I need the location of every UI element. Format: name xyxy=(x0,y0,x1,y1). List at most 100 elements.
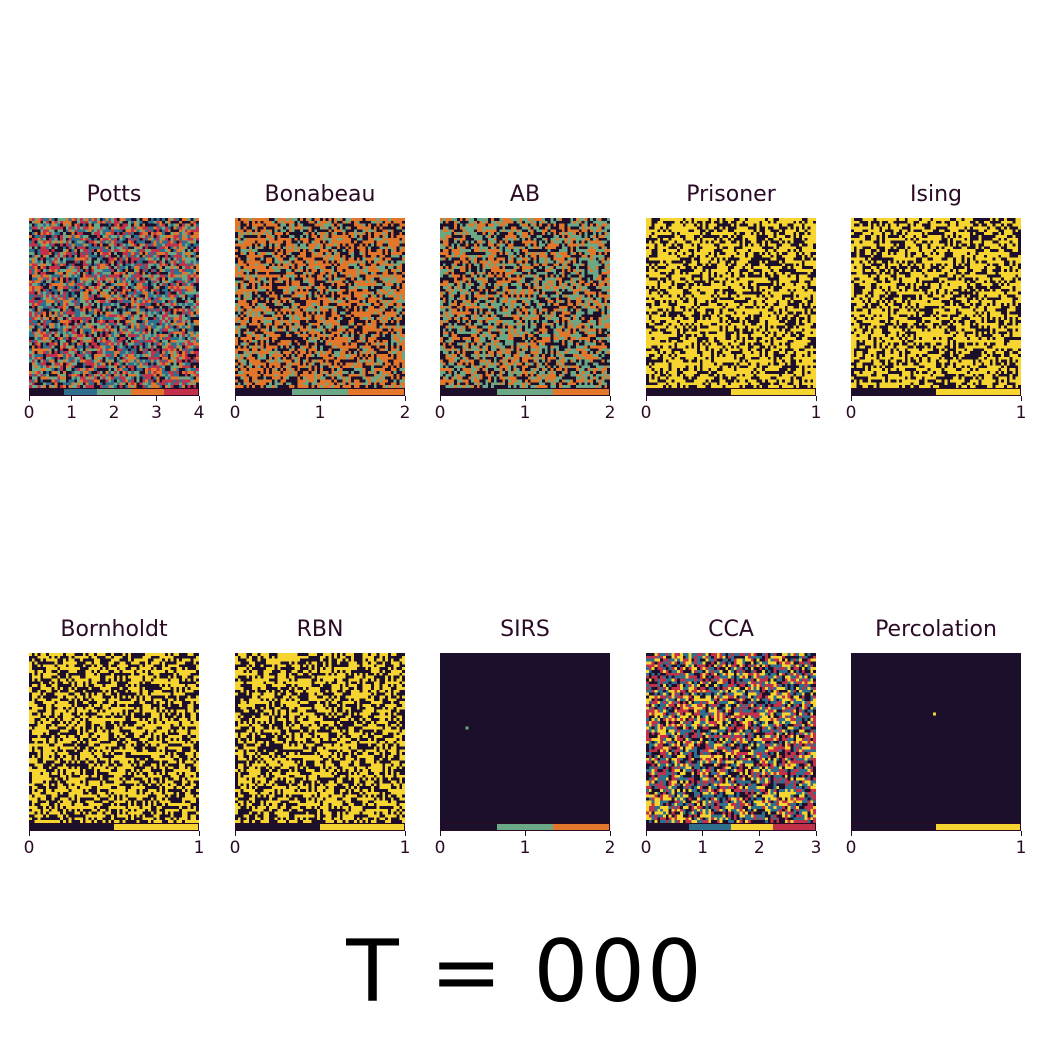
heatmap-cell xyxy=(388,240,391,244)
heatmap-cell xyxy=(337,266,340,270)
heatmap-cell xyxy=(371,297,374,301)
heatmap-cell xyxy=(373,294,377,298)
heatmap-cell xyxy=(74,240,78,244)
heatmap-cell xyxy=(277,257,281,261)
heatmap-cell xyxy=(63,322,66,326)
heatmap-cell xyxy=(325,356,329,360)
heatmap-cell xyxy=(131,322,134,326)
heatmap-cell xyxy=(37,368,41,372)
heatmap-cell xyxy=(193,351,197,355)
heatmap-cell xyxy=(176,376,180,380)
heatmap-cell xyxy=(43,235,47,238)
heatmap-cell xyxy=(57,218,61,221)
heatmap-cell xyxy=(359,311,363,315)
heatmap-cell xyxy=(399,308,403,312)
heatmap-cell xyxy=(136,294,140,298)
heatmap-cell xyxy=(376,243,380,247)
heatmap-cell xyxy=(235,328,238,332)
heatmap-cell xyxy=(65,359,69,363)
heatmap-cell xyxy=(77,317,81,321)
heatmap-cell xyxy=(71,300,75,304)
heatmap-cell xyxy=(71,257,75,261)
heatmap-cell xyxy=(263,252,267,255)
heatmap-cell xyxy=(77,271,81,275)
heatmap-cell xyxy=(337,300,340,304)
heatmap-cell xyxy=(190,342,194,346)
heatmap-cell xyxy=(182,348,185,352)
heatmap-cell xyxy=(368,266,372,270)
heatmap-cell xyxy=(263,351,267,355)
heatmap-cell xyxy=(260,232,264,236)
heatmap-cell xyxy=(48,334,52,338)
heatmap-cell xyxy=(249,260,253,264)
heatmap-cell xyxy=(382,317,386,321)
heatmap-cell xyxy=(150,371,154,374)
heatmap-cell xyxy=(354,291,357,295)
heatmap-cell xyxy=(320,237,323,241)
heatmap-cell xyxy=(314,303,318,306)
heatmap-cell xyxy=(99,311,103,315)
heatmap-cell xyxy=(334,229,338,233)
heatmap-cell xyxy=(136,300,140,304)
heatmap-cell xyxy=(240,320,244,323)
heatmap-cell xyxy=(368,322,372,326)
heatmap-cell xyxy=(252,311,255,315)
heatmap-cell xyxy=(266,232,270,236)
heatmap-cell xyxy=(320,288,323,292)
heatmap-cell xyxy=(173,218,177,221)
heatmap-cell xyxy=(40,229,44,233)
heatmap-cell xyxy=(74,331,78,335)
heatmap-cell xyxy=(243,263,247,267)
heatmap-cell xyxy=(82,320,86,323)
heatmap-cell xyxy=(317,266,321,270)
heatmap-cell xyxy=(249,308,253,312)
heatmap-cell xyxy=(322,303,326,306)
heatmap-cell xyxy=(57,294,61,298)
heatmap-cell xyxy=(388,280,391,284)
heatmap-cell xyxy=(257,305,261,309)
heatmap-cell xyxy=(145,320,149,323)
heatmap-cell xyxy=(246,257,250,261)
heatmap-cell xyxy=(257,356,261,360)
heatmap-cell xyxy=(102,354,106,357)
heatmap-cell xyxy=(280,223,284,227)
heatmap-cell xyxy=(82,376,86,380)
heatmap-cell xyxy=(393,297,397,301)
heatmap-cell xyxy=(179,382,183,386)
heatmap-cell xyxy=(237,320,241,323)
heatmap-cell xyxy=(170,351,174,355)
heatmap-cell xyxy=(108,311,112,315)
heatmap-cell xyxy=(128,271,132,275)
heatmap-cell xyxy=(108,325,112,329)
heatmap-cell xyxy=(105,385,109,388)
heatmap-cell xyxy=(260,339,264,343)
heatmap-cell xyxy=(351,260,355,264)
heatmap-cell xyxy=(328,269,332,272)
heatmap-cell xyxy=(246,305,250,309)
heatmap-cell xyxy=(365,288,369,292)
heatmap-cell xyxy=(111,303,115,306)
heatmap-cell xyxy=(57,288,61,292)
heatmap-cell xyxy=(111,294,115,298)
heatmap-cell xyxy=(305,240,309,244)
heatmap-cell xyxy=(51,371,55,374)
heatmap-cell xyxy=(162,365,166,369)
heatmap-cell xyxy=(390,356,394,360)
heatmap-cell xyxy=(184,325,188,329)
heatmap-cell xyxy=(396,308,400,312)
heatmap-cell xyxy=(182,232,185,236)
heatmap-cell xyxy=(348,294,352,298)
heatmap-cell xyxy=(150,337,154,340)
heatmap-cell xyxy=(136,325,140,329)
heatmap-cell xyxy=(382,305,386,309)
heatmap-cell xyxy=(371,271,374,275)
heatmap-cell xyxy=(99,237,103,241)
heatmap-cell xyxy=(342,328,346,332)
heatmap-cell xyxy=(184,240,188,244)
heatmap-cell xyxy=(108,266,112,270)
heatmap-cell xyxy=(40,351,44,355)
heatmap-cell xyxy=(342,356,346,360)
heatmap-cell xyxy=(385,314,389,318)
heatmap-cell xyxy=(193,331,197,335)
heatmap-cell xyxy=(303,249,306,253)
